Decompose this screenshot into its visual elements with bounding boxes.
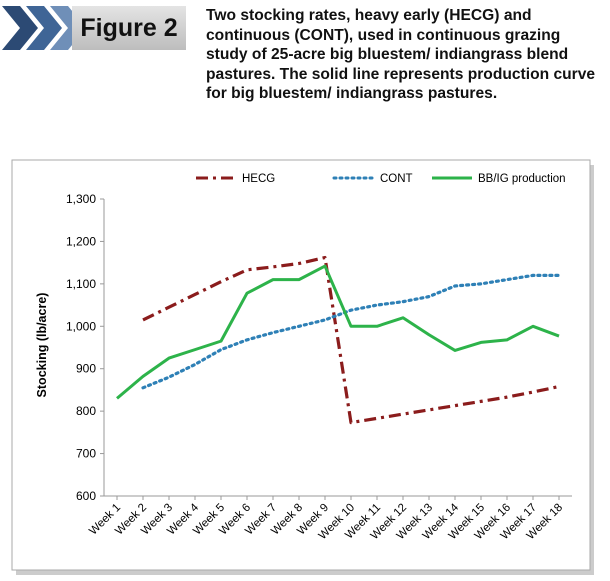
legend-label: CONT <box>380 173 413 185</box>
y-tick-label: 1,100 <box>66 277 96 291</box>
y-axis-label: Stocking (lb/acre) <box>35 293 49 398</box>
caption: Two stocking rates, heavy early (HECG) a… <box>206 7 596 102</box>
chart-title: Figure 2 <box>80 14 177 42</box>
y-tick-label: 1,300 <box>66 192 96 206</box>
y-tick-label: 600 <box>76 489 96 503</box>
series-line <box>141 273 561 390</box>
series-line <box>116 264 560 400</box>
badge <box>2 6 186 50</box>
legend-label: HECG <box>242 173 275 185</box>
chart-box <box>11 159 591 571</box>
y-tick-label: 900 <box>76 362 96 376</box>
y-tick-label: 800 <box>76 404 96 418</box>
y-tick-label: 1,200 <box>66 234 96 248</box>
series-line <box>142 255 560 425</box>
legend-label: BB/IG production <box>478 173 566 185</box>
y-tick-label: 1,000 <box>66 319 96 333</box>
y-tick-label: 700 <box>76 447 96 461</box>
